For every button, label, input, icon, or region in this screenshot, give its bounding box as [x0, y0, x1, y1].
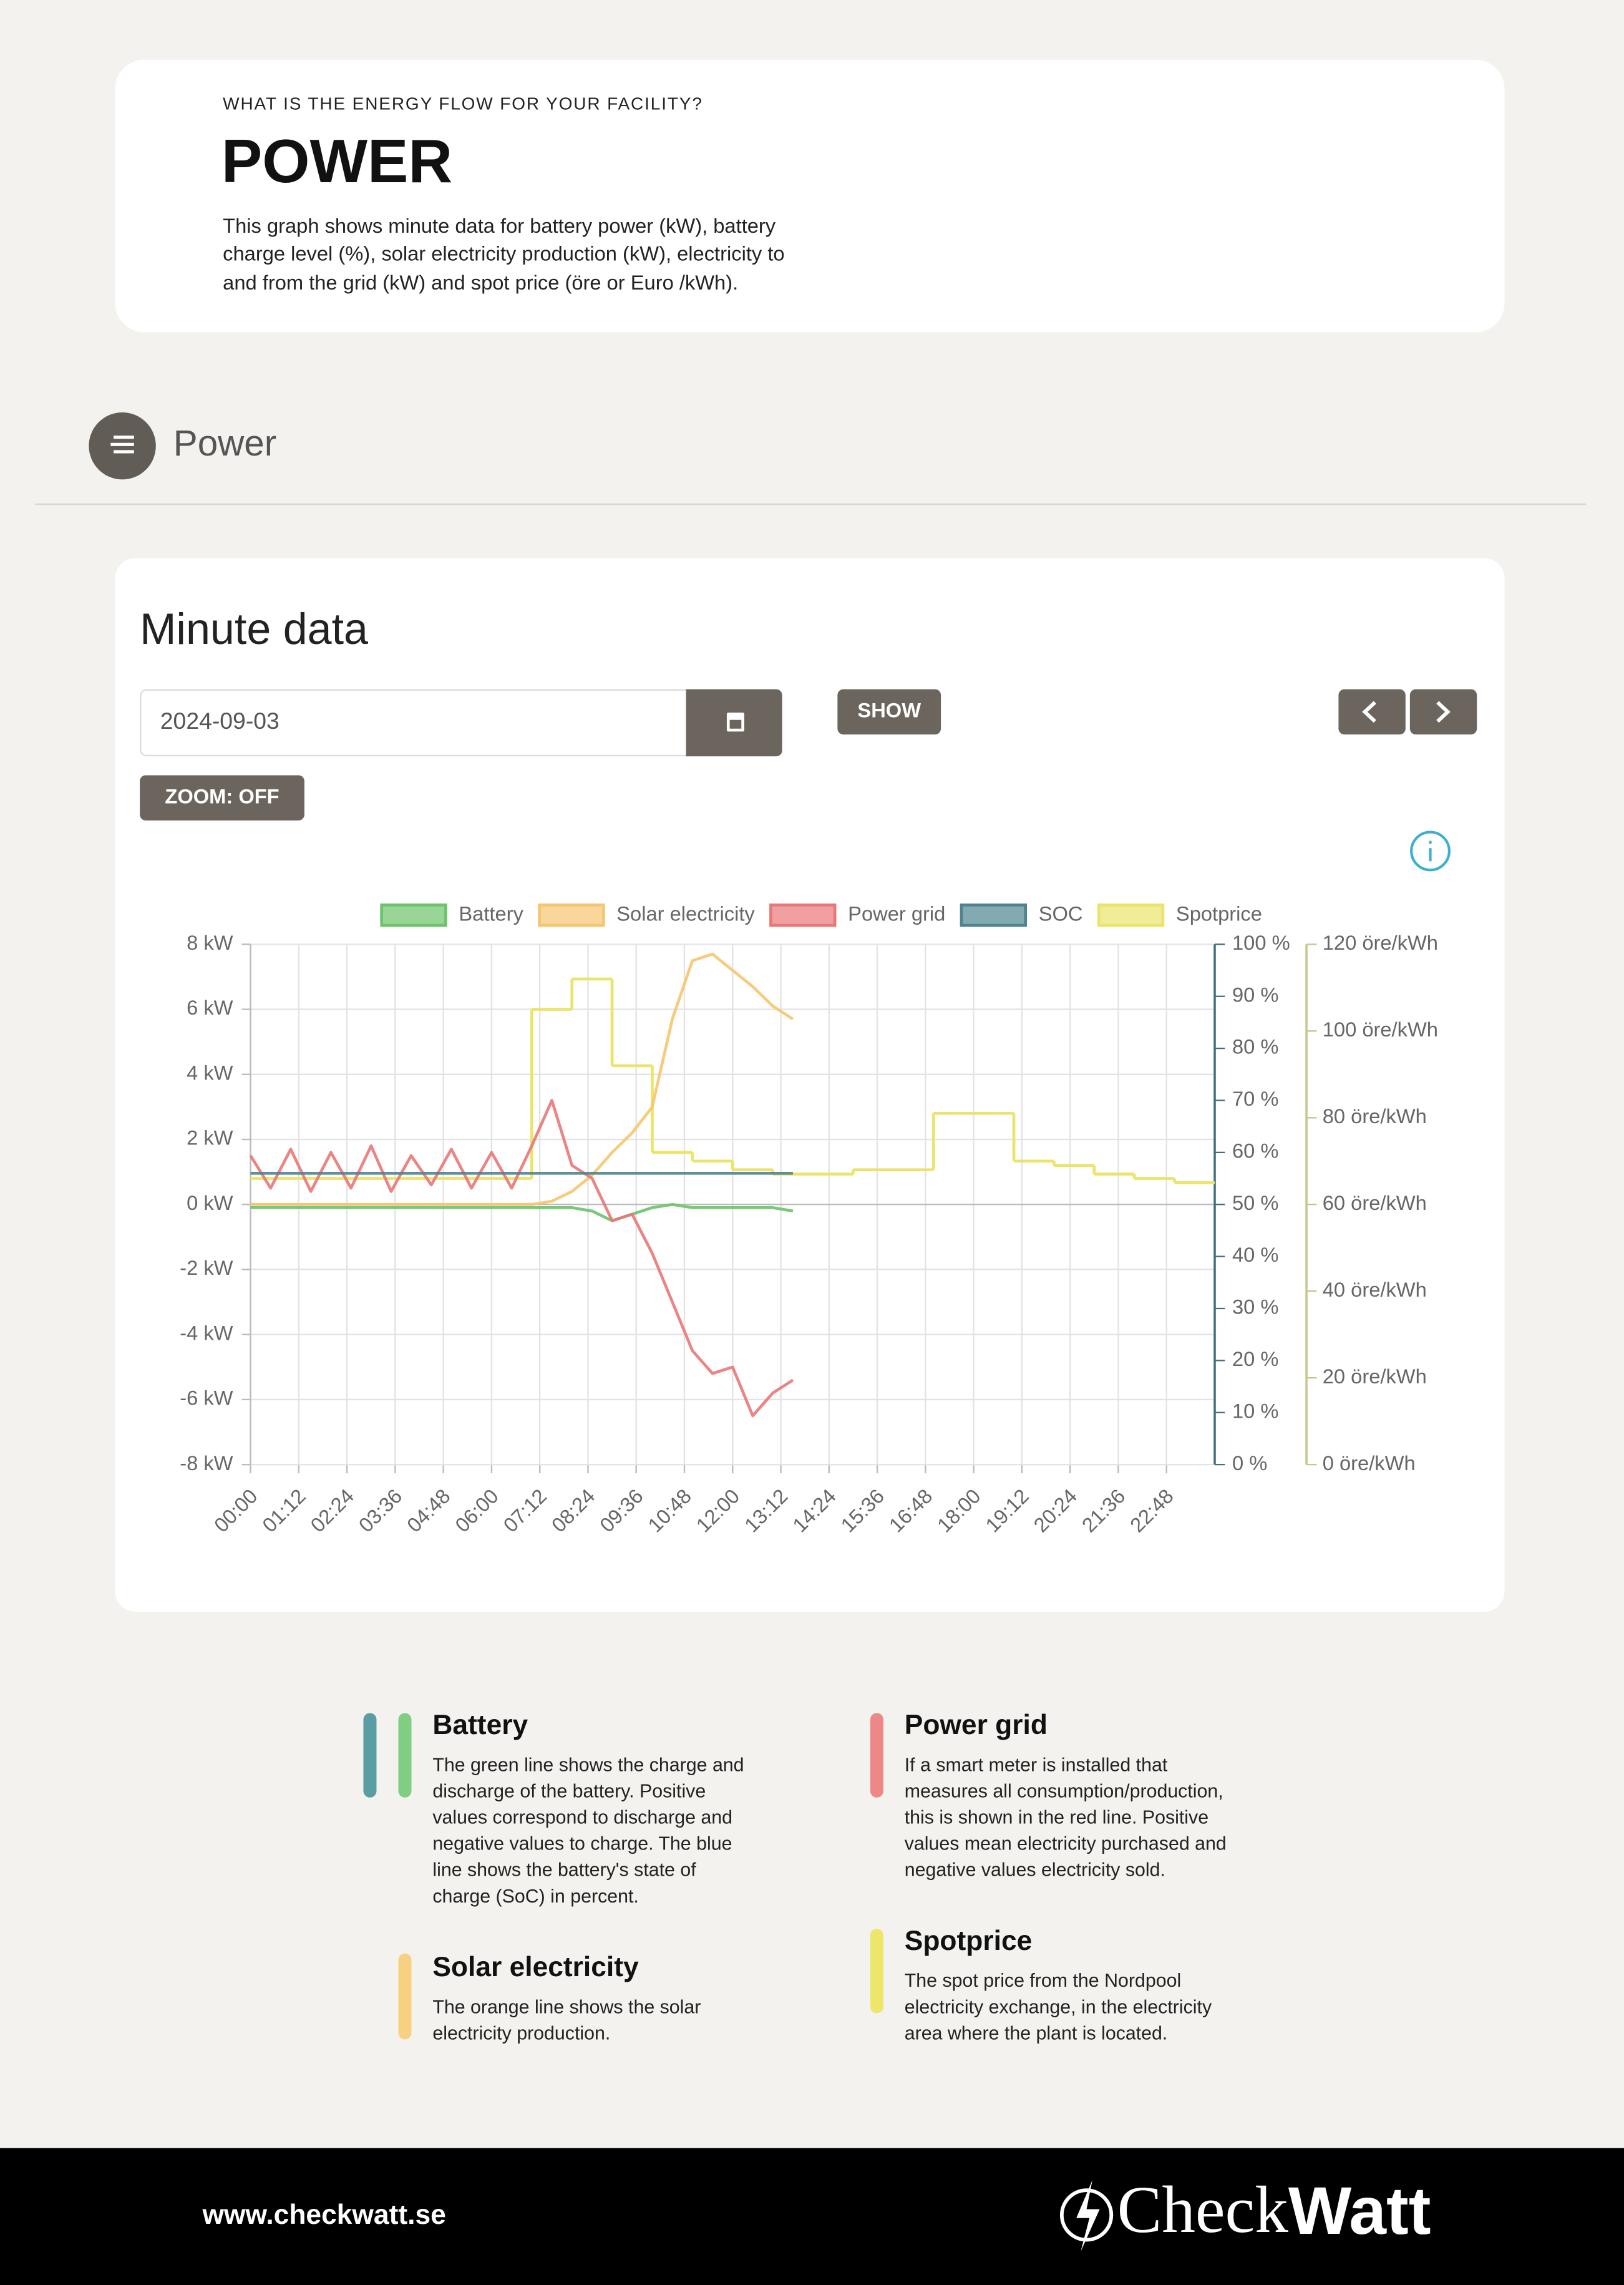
logo: CheckWatt [1117, 2173, 1431, 2249]
explanation-line: The orange line shows the solar [432, 1997, 701, 2017]
y-tick-label: -2 kW [180, 1256, 233, 1279]
y3-tick-label: 80 öre/kWh [1323, 1104, 1427, 1128]
legend-swatch [960, 903, 1028, 927]
y2-tick-label: 20 % [1232, 1347, 1278, 1370]
legend-swatch [538, 903, 605, 927]
y3-tick-label: 100 öre/kWh [1323, 1018, 1438, 1041]
explanation-title: Spotprice [905, 1926, 1033, 1956]
series-line [250, 952, 794, 1206]
description-line: This graph shows minute data for battery… [223, 214, 776, 237]
section-icon-lines [110, 436, 134, 454]
series-line [250, 1202, 794, 1222]
legend-swatch [380, 903, 447, 927]
description-line: charge level (%), solar electricity prod… [223, 241, 784, 265]
chart-card [115, 558, 1505, 1612]
y2-tick-label: 80 % [1232, 1035, 1278, 1058]
y3-tick-label: 0 öre/kWh [1323, 1451, 1416, 1474]
y3-tick-label: 120 öre/kWh [1323, 931, 1438, 954]
explanation-line: line shows the battery's state of [432, 1860, 696, 1881]
legend-label: Power grid [848, 902, 945, 925]
explanation-title: Solar electricity [432, 1952, 639, 1982]
y3-tick-label: 40 öre/kWh [1323, 1278, 1427, 1301]
section-title: Power [173, 423, 276, 464]
next-icon [1436, 701, 1451, 723]
y2-tick-label: 0 % [1232, 1451, 1267, 1474]
explanation-line: If a smart meter is installed that [905, 1755, 1168, 1776]
page-title: POWER [221, 127, 452, 195]
footer-url[interactable]: www.checkwatt.se [202, 2200, 445, 2230]
y2-tick-label: 30 % [1232, 1295, 1278, 1318]
zoom-label[interactable]: ZOOM: OFF [165, 784, 279, 807]
y-tick-label: -6 kW [180, 1386, 233, 1410]
y3-tick-label: 60 öre/kWh [1323, 1191, 1427, 1214]
explanation-line: negative values electricity sold. [905, 1860, 1165, 1881]
y2-tick-label: 60 % [1232, 1139, 1278, 1162]
explanation-line: negative values to charge. The blue [432, 1834, 732, 1854]
series-line [249, 1099, 794, 1418]
date-value[interactable]: 2024-09-03 [160, 708, 280, 734]
explanation-line: electricity production. [432, 2023, 610, 2044]
explanation-title: Power grid [905, 1710, 1048, 1740]
legend-label: Solar electricity [616, 902, 755, 925]
zoom-button[interactable] [140, 775, 304, 821]
legend-swatch [1097, 903, 1165, 927]
calendar-icon [726, 713, 744, 732]
explanation-line: measures all consumption/production, [905, 1781, 1223, 1802]
y2-tick-label: 100 % [1232, 931, 1290, 954]
footer [0, 2148, 1624, 2285]
explanation-line: discharge of the battery. Positive [432, 1781, 706, 1802]
logo-bolt [1076, 2180, 1100, 2252]
prev-icon [1362, 701, 1376, 723]
legend-label: Spotprice [1176, 902, 1262, 925]
explanations: Battery The green line shows the charge a… [432, 1710, 1226, 2044]
header-card [115, 59, 1505, 333]
explanation-line: charge (SoC) in percent. [432, 1886, 639, 1907]
y2-tick-label: 40 % [1232, 1243, 1278, 1266]
y2-tick-label: 10 % [1232, 1399, 1278, 1422]
explanation-line: The spot price from the Nordpool [905, 1971, 1181, 1991]
y2-tick-label: 70 % [1232, 1087, 1278, 1110]
y3-tick-label: 20 öre/kWh [1323, 1365, 1427, 1388]
y-tick-label: 8 kW [187, 931, 233, 954]
logo-bold: Watt [1288, 2174, 1431, 2249]
y2-tick-label: 90 % [1232, 983, 1278, 1006]
panel-title: Minute data [140, 605, 368, 653]
explanation-line: values mean electricity purchased and [905, 1834, 1227, 1854]
legend-swatch [769, 903, 837, 927]
y2-tick-label: 50 % [1232, 1191, 1278, 1214]
legend-label: Battery [459, 902, 523, 925]
logo-light: Check [1117, 2173, 1289, 2247]
explanation-line: electricity exchange, in the electricity [905, 1997, 1212, 2017]
info-button[interactable] [1410, 831, 1451, 872]
show-label[interactable]: SHOW [857, 698, 921, 721]
y-tick-label: 2 kW [187, 1126, 233, 1149]
explanation-line: The green line shows the charge and [432, 1755, 744, 1776]
show-button[interactable] [837, 689, 941, 735]
logo-icon [1059, 2188, 1114, 2242]
explanation-title: Battery [432, 1710, 528, 1740]
y-tick-label: 0 kW [187, 1191, 233, 1214]
prev-button[interactable] [1338, 689, 1406, 735]
legend-label: SOC [1039, 902, 1083, 925]
description-line: and from the grid (kW) and spot price (ö… [223, 271, 738, 294]
y-tick-label: 4 kW [187, 1061, 233, 1084]
y-tick-label: 6 kW [187, 996, 233, 1019]
next-button[interactable] [1409, 689, 1477, 735]
explanation-line: values correspond to discharge and [432, 1808, 732, 1828]
y-tick-label: -4 kW [180, 1321, 233, 1344]
y-tick-label: -8 kW [180, 1451, 233, 1474]
kicker: WHAT IS THE ENERGY FLOW FOR YOUR FACILIT… [223, 94, 703, 114]
explanation-line: this is shown in the red line. Positive [905, 1808, 1208, 1828]
explanation-line: area where the plant is located. [905, 2023, 1168, 2044]
